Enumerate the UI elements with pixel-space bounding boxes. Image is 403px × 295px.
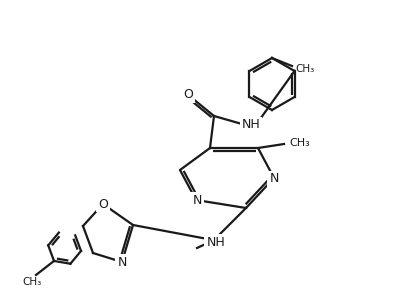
- Text: NH: NH: [207, 237, 225, 250]
- Text: N: N: [269, 173, 279, 186]
- Text: N: N: [117, 255, 127, 268]
- Text: CH₃: CH₃: [23, 277, 42, 287]
- Text: NH: NH: [206, 235, 224, 248]
- Text: O: O: [98, 197, 108, 211]
- Text: N: N: [192, 194, 202, 206]
- Text: NH: NH: [242, 119, 260, 132]
- Text: CH₃: CH₃: [295, 64, 314, 74]
- Text: O: O: [183, 88, 193, 101]
- Text: CH₃: CH₃: [289, 138, 310, 148]
